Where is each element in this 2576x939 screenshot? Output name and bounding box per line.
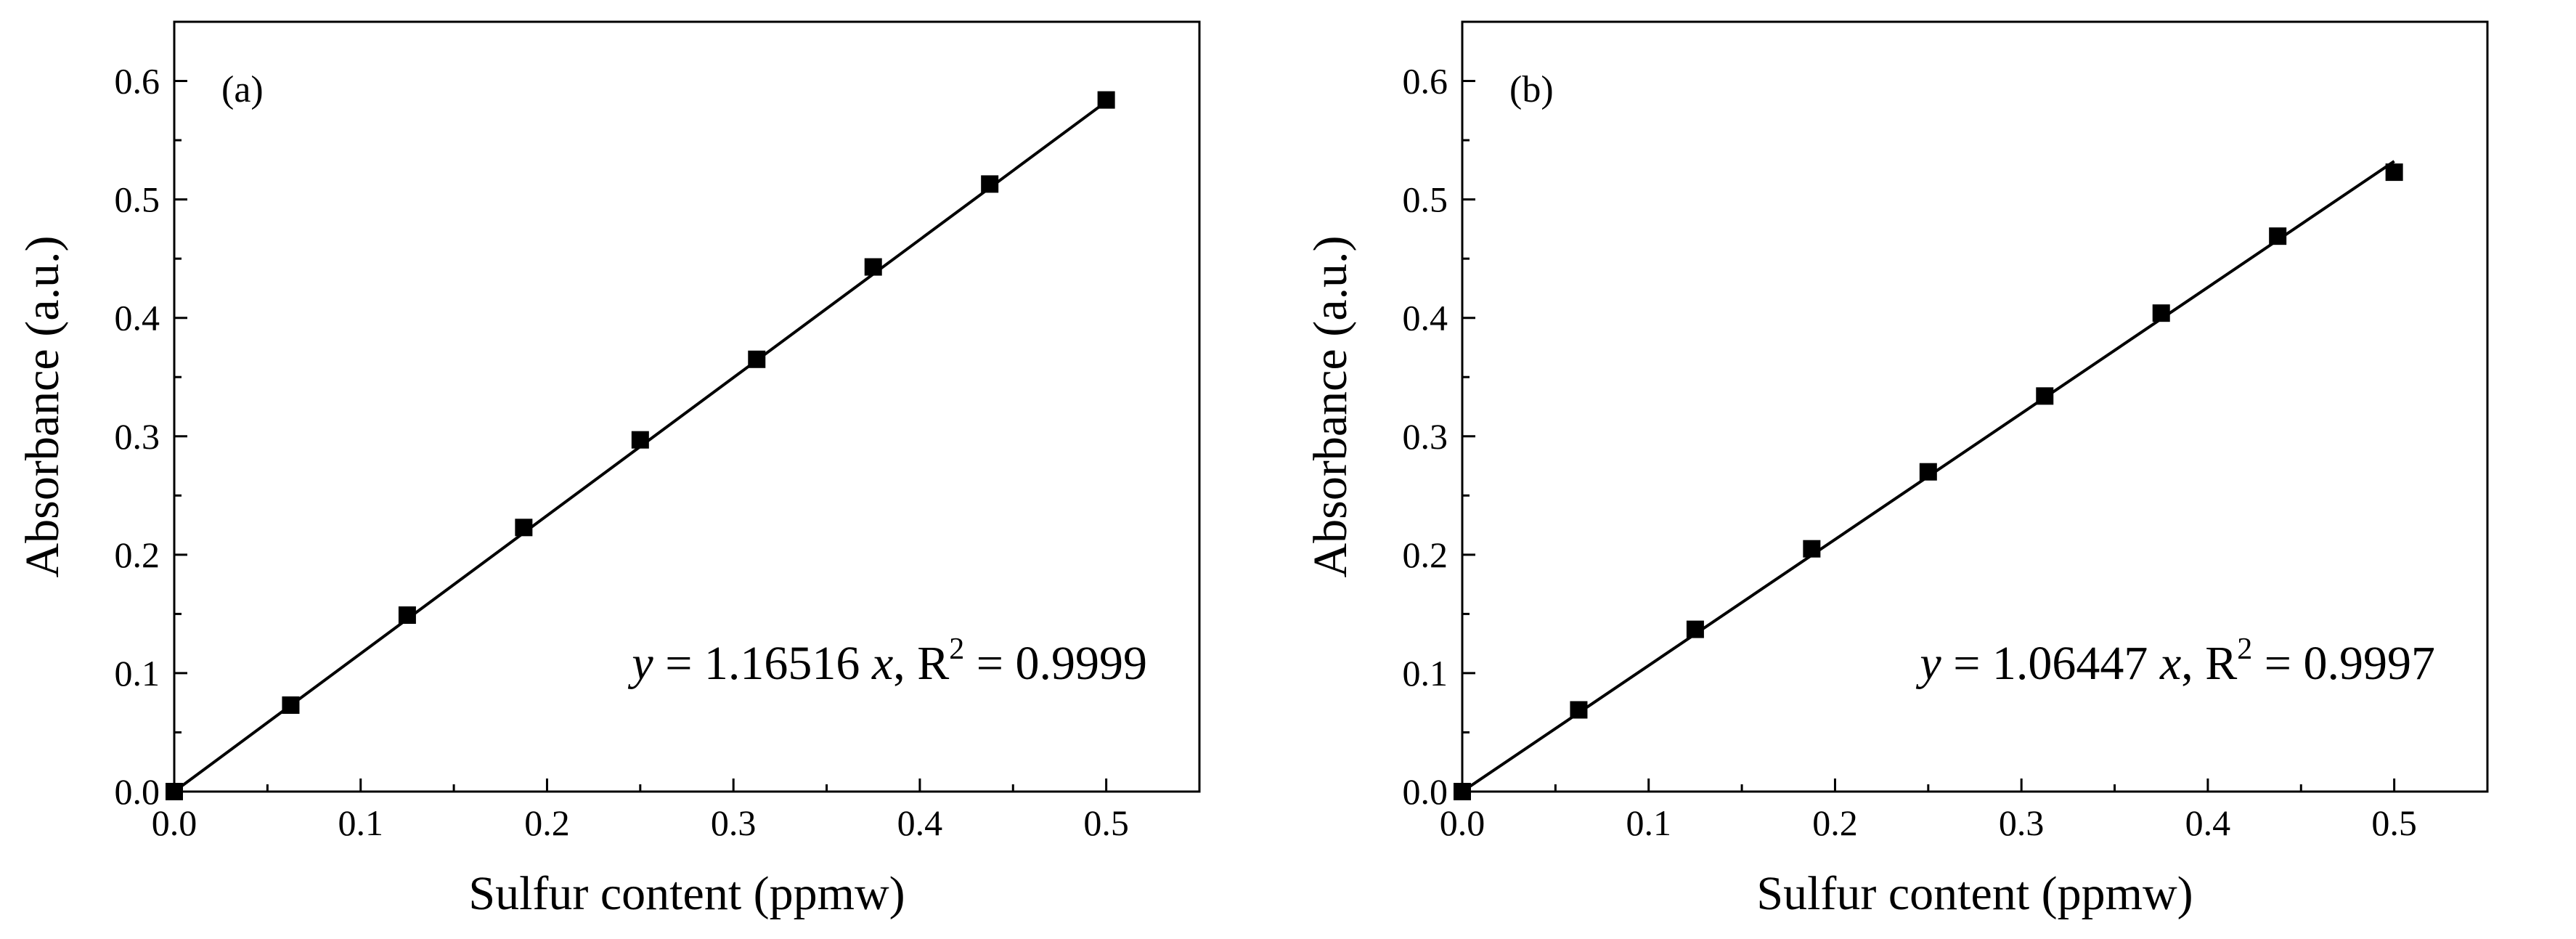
chart-a-data-point (631, 431, 649, 449)
chart-b-data-point (1454, 783, 1471, 800)
chart-b-data-point (1919, 463, 1937, 481)
chart-a-x-tick-label: 0.1 (338, 802, 383, 843)
chart-a-y-tick-label: 0.2 (115, 534, 160, 575)
chart-b-y-tick-label: 0.0 (1403, 771, 1448, 812)
chart-a-eq-r2-value: = 0.9999 (964, 637, 1147, 690)
chart-b-data-point (2036, 387, 2054, 405)
chart-a-data-point (1097, 91, 1115, 109)
chart-b-y-tick-label: 0.6 (1403, 61, 1448, 102)
chart-a-y-tick-label: 0.0 (115, 771, 160, 812)
chart-a-y-tick-label: 0.3 (115, 416, 160, 457)
chart-b-data-point (1686, 620, 1704, 638)
chart-a-y-tick-label: 0.6 (115, 61, 160, 102)
chart-a-data-point (166, 783, 183, 800)
chart-a-y-tick-label: 0.1 (115, 653, 160, 694)
chart-panel-a: 0.0 0.1 0.2 0.3 0.4 0.5 0.0 0.1 0.2 0.3 0.4 0.5 0.6 S… (16, 20, 1201, 920)
chart-b-plot-frame (1461, 20, 2489, 793)
chart-b-data-point (2385, 163, 2403, 182)
chart-a-data-point (748, 350, 766, 368)
chart-a-data-point (981, 175, 999, 193)
chart-b-y-tick-label: 0.4 (1403, 298, 1448, 338)
chart-a-fit-equation: y = 1.16516 x, R2 = 0.9999 (627, 633, 1147, 690)
chart-a-plot-frame (173, 20, 1201, 793)
chart-b-y-tick-label: 0.2 (1403, 534, 1448, 575)
chart-b-svg: 0.0 0.1 0.2 0.3 0.4 0.5 0.0 0.1 0.2 0.3 0.4 0.5 0.6 S… (1304, 20, 2489, 920)
chart-b-x-axis-title: Sulfur content (ppmw) (1756, 867, 2193, 920)
chart-a-eq-sup: 2 (949, 633, 964, 666)
chart-b-data-point (1570, 701, 1588, 719)
chart-b-data-point (1803, 540, 1821, 558)
chart-b-fit-equation: y = 1.06447 x, R2 = 0.9997 (1915, 633, 2435, 690)
chart-a-data-point (864, 258, 882, 276)
chart-a-data-point (398, 606, 416, 625)
chart-a-eq-slope: = 1.16516 (653, 637, 872, 690)
chart-a-x-tick-label: 0.4 (897, 802, 943, 843)
chart-b-eq-y: y (1915, 637, 1941, 690)
chart-b-data-point (2269, 227, 2287, 245)
chart-a-x-tick-label: 0.0 (152, 802, 197, 843)
chart-a-data-point (515, 519, 533, 537)
chart-b-eq-r2-value: = 0.9997 (2252, 637, 2435, 690)
chart-b-x-tick-label: 0.3 (1999, 802, 2045, 843)
chart-a-y-tick-label: 0.4 (115, 298, 160, 338)
chart-b-x-tick-label: 0.1 (1626, 802, 1671, 843)
chart-a-eq-x: x (871, 637, 893, 690)
chart-b-x-tick-label: 0.5 (2371, 802, 2417, 843)
chart-b-x-tick-label: 0.0 (1440, 802, 1485, 843)
chart-b-y-tick-label: 0.5 (1403, 179, 1448, 220)
chart-a-x-tick-label: 0.5 (1083, 802, 1129, 843)
chart-a-y-axis-title: Absorbance (a.u.) (16, 236, 69, 578)
chart-b-eq-r: , R (2181, 637, 2237, 690)
chart-panel-b: 0.0 0.1 0.2 0.3 0.4 0.5 0.0 0.1 0.2 0.3 0.4 0.5 0.6 S… (1288, 0, 2576, 939)
chart-b-x-tick-label: 0.2 (1812, 802, 1858, 843)
chart-a-x-tick-label: 0.2 (524, 802, 570, 843)
chart-b-eq-sup: 2 (2237, 633, 2252, 666)
chart-b-x-tick-label: 0.4 (2185, 802, 2231, 843)
chart-a-y-tick-label: 0.5 (115, 179, 160, 220)
chart-b-data-point (2152, 304, 2170, 322)
chart-a-panel-label: (a) (221, 69, 264, 110)
chart-a-svg: 0.0 0.1 0.2 0.3 0.4 0.5 0.0 0.1 0.2 0.3 0.4 0.5 0.6 S… (16, 20, 1201, 920)
chart-b-y-tick-label: 0.1 (1403, 653, 1448, 694)
chart-a-eq-r: , R (893, 637, 949, 690)
chart-b-eq-slope: = 1.06447 (1941, 637, 2160, 690)
chart-a-x-tick-label: 0.3 (711, 802, 757, 843)
chart-b-panel-label: (b) (1509, 69, 1554, 110)
chart-b-y-tick-label: 0.3 (1403, 416, 1448, 457)
chart-a-x-axis-title: Sulfur content (ppmw) (468, 867, 905, 920)
chart-b-eq-x: x (2159, 637, 2181, 690)
chart-b-y-axis-title: Absorbance (a.u.) (1304, 236, 1357, 578)
chart-a-eq-y: y (627, 637, 653, 690)
chart-a-data-point (282, 696, 300, 714)
